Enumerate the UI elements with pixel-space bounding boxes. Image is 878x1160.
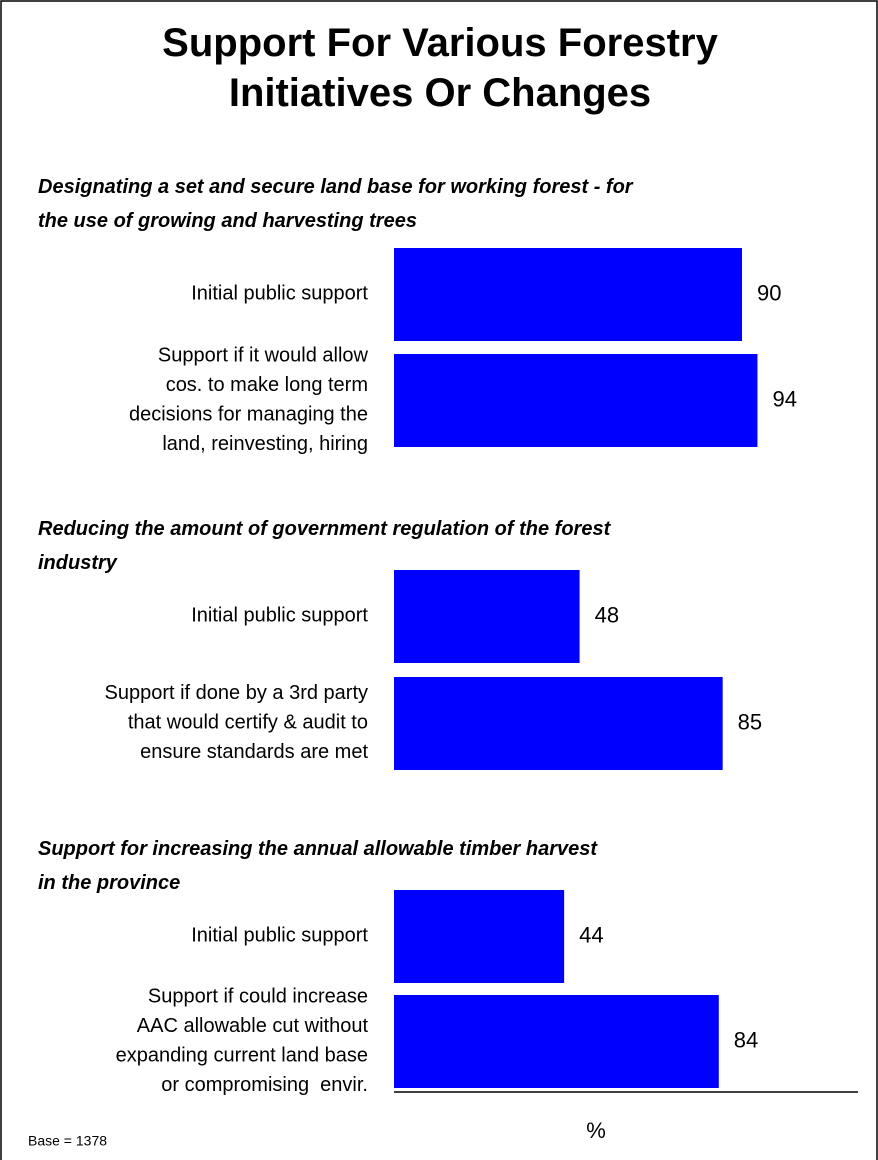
category-label: Initial public support [191,925,368,947]
category-label: Support if could increase AAC allowable c… [116,986,369,1097]
value-label: 44 [579,922,603,947]
group-heading: Support for increasing the annual allowa… [38,838,598,894]
bar [394,354,758,447]
value-label: 85 [738,709,762,734]
bar [394,248,742,341]
category-label: Support if it would allow cos. to make lo… [129,345,369,456]
group-heading: Designating a set and secure land base f… [38,176,634,232]
bar [394,677,723,770]
value-label: 84 [734,1027,758,1052]
bar [394,570,580,663]
group-heading: Reducing the amount of government regula… [38,518,612,574]
category-label: Support if done by a 3rd party that would… [105,682,369,763]
chart-title: Support For Various Forestry Initiatives … [162,21,718,115]
value-label: 94 [772,386,796,411]
bar [394,890,565,983]
x-axis-label: % [586,1118,606,1143]
value-label: 90 [757,280,781,305]
category-label: Initial public support [191,283,368,305]
category-label: Initial public support [191,605,368,627]
bar [394,995,719,1088]
value-label: 48 [595,602,619,627]
note: Base = 1378 [28,1133,107,1149]
